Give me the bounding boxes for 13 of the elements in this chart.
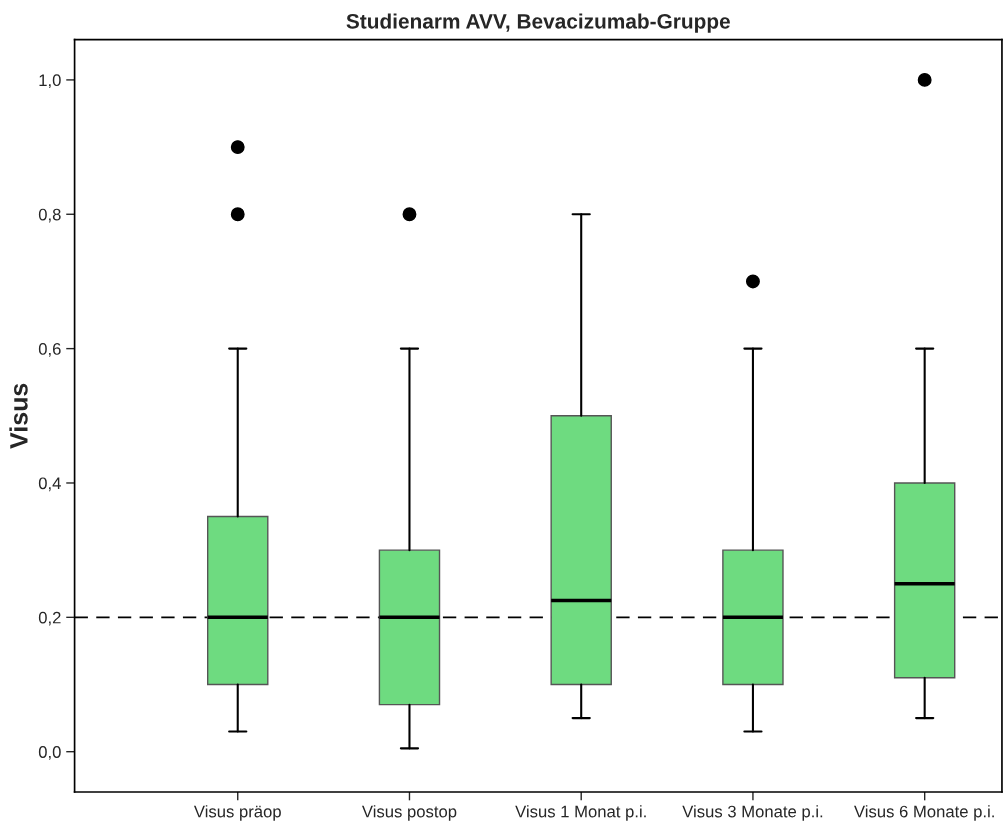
y-tick-label: 0,8 bbox=[38, 208, 61, 223]
x-tick-label: Visus 3 Monate p.i. bbox=[682, 805, 823, 821]
chart-title: Studienarm AVV, Bevacizumab-Gruppe bbox=[346, 13, 730, 33]
x-tick-label: Visus 6 Monate p.i. bbox=[854, 805, 994, 821]
x-tick-label: Visus postop bbox=[361, 805, 457, 821]
y-axis-title: Visus bbox=[9, 383, 28, 449]
y-tick-label: 0,2 bbox=[38, 611, 61, 626]
x-tick-label: Visus präop bbox=[193, 805, 281, 821]
y-tick-label: 0,0 bbox=[38, 746, 61, 760]
y-tick-label: 0,4 bbox=[38, 477, 61, 492]
y-tick-label: 0,6 bbox=[38, 343, 61, 357]
y-tick-label: 1,0 bbox=[39, 74, 61, 89]
x-tick-label: Visus 1 Monat p.i. bbox=[515, 805, 646, 821]
